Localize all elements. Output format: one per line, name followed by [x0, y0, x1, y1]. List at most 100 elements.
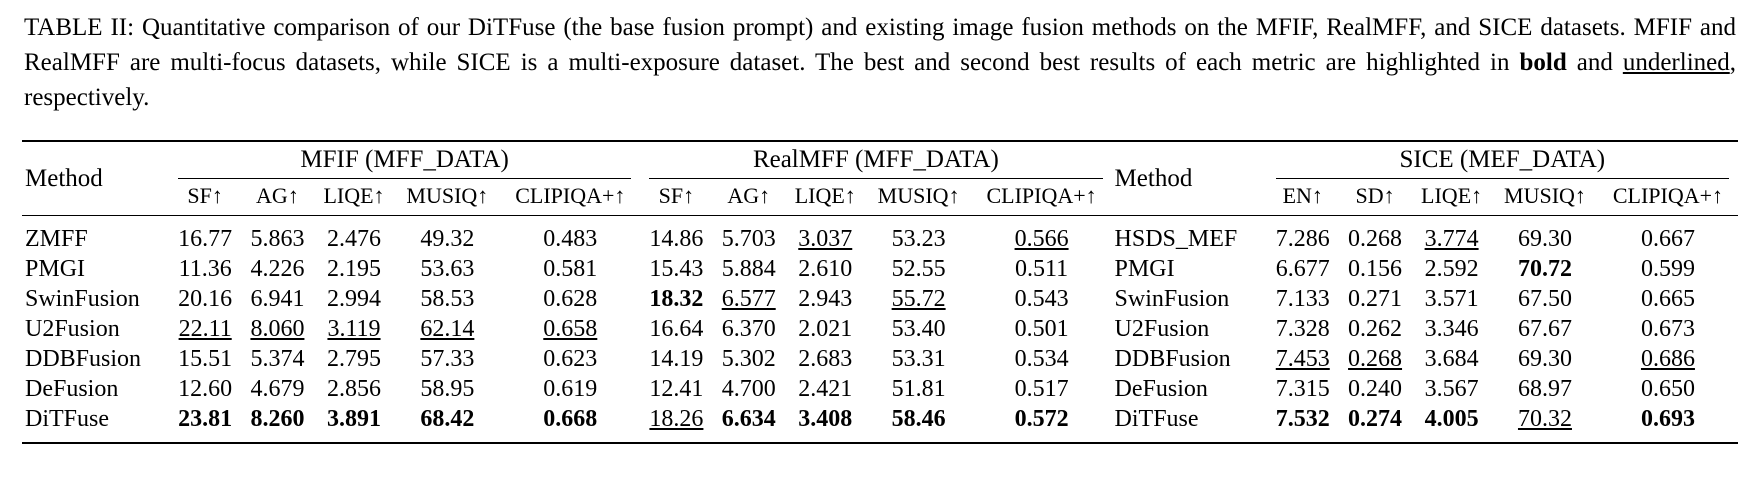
value-cell: 8.060	[241, 314, 313, 344]
method-name: PMGI	[1114, 256, 1175, 282]
value-cell: 58.46	[866, 404, 972, 443]
metric-value: 0.274	[1348, 406, 1403, 432]
column-header: AG↑	[256, 183, 299, 208]
results-table: Method MFIF (MFF_DATA) RealMFF (MFF_DATA) M…	[22, 140, 1738, 444]
value-cell: 2.476	[314, 216, 395, 255]
metric-value: 67.67	[1517, 316, 1572, 342]
value-cell: 4.679	[241, 374, 313, 404]
metric-value: 16.77	[178, 226, 233, 252]
metric-value: 7.315	[1275, 376, 1330, 402]
table-row: U2Fusion 22.11 8.060 3.119 62.14 0.658 16.64 6.…	[22, 314, 1738, 344]
value-cell: 23.81	[169, 404, 241, 443]
value-cell: 2.683	[785, 344, 866, 374]
metric-value: 53.31	[891, 346, 946, 372]
value-cell: 0.534	[972, 344, 1112, 374]
metric-value: 22.11	[178, 316, 232, 342]
metric-value: 0.658	[543, 316, 598, 342]
metric-value: 3.119	[327, 316, 381, 342]
value-cell: 6.677	[1267, 254, 1339, 284]
value-cell: 0.274	[1339, 404, 1411, 443]
metric-value: 0.693	[1640, 406, 1695, 432]
value-cell: 49.32	[394, 216, 500, 255]
metric-value: 3.567	[1424, 376, 1479, 402]
column-header: EN↑	[1282, 183, 1323, 208]
method-cell: DDBFusion	[1112, 344, 1267, 374]
value-cell: 3.684	[1411, 344, 1492, 374]
metric-value: 0.623	[543, 346, 598, 372]
metric-value: 70.72	[1517, 256, 1572, 282]
value-cell: 7.328	[1267, 314, 1339, 344]
value-cell: 0.501	[972, 314, 1112, 344]
value-cell: 2.943	[785, 284, 866, 314]
column-header: CLIPIQA+↑	[515, 183, 626, 208]
metric-value: 0.240	[1348, 376, 1403, 402]
value-cell: 6.634	[713, 404, 785, 443]
value-cell: 0.543	[972, 284, 1112, 314]
value-cell: 3.037	[785, 216, 866, 255]
method-name: DeFusion	[25, 376, 119, 402]
value-cell: 0.566	[972, 216, 1112, 255]
column-header: SD↑	[1355, 183, 1395, 208]
method-cell: HSDS_MEF	[1112, 216, 1267, 255]
metric-value: 53.40	[891, 316, 946, 342]
value-cell: 55.72	[866, 284, 972, 314]
metric-value: 0.673	[1640, 316, 1695, 342]
metric-value: 2.795	[326, 346, 381, 372]
method-name: DiTFuse	[1114, 406, 1199, 432]
metric-value: 2.994	[326, 286, 381, 312]
value-cell: 7.453	[1267, 344, 1339, 374]
value-cell: 0.268	[1339, 216, 1411, 255]
metric-value: 2.856	[326, 376, 381, 402]
method-header: Method	[1114, 164, 1193, 192]
metric-value: 58.53	[420, 286, 475, 312]
metric-value: 0.271	[1348, 286, 1403, 312]
value-cell: 7.133	[1267, 284, 1339, 314]
metric-value: 12.41	[649, 376, 704, 402]
value-cell: 53.40	[866, 314, 972, 344]
value-cell: 52.55	[866, 254, 972, 284]
metric-value: 2.195	[326, 256, 381, 282]
value-cell: 5.703	[713, 216, 785, 255]
group-header: SICE (MEF_DATA)	[1267, 141, 1738, 179]
value-cell: 0.665	[1598, 284, 1738, 314]
metric-value: 2.421	[798, 376, 853, 402]
value-cell: 0.262	[1339, 314, 1411, 344]
value-cell: 58.53	[394, 284, 500, 314]
value-cell: 0.581	[500, 254, 640, 284]
value-cell: 0.240	[1339, 374, 1411, 404]
value-cell: 0.271	[1339, 284, 1411, 314]
method-cell: SwinFusion	[1112, 284, 1267, 314]
metric-value: 14.86	[649, 226, 704, 252]
method-cell: U2Fusion	[1112, 314, 1267, 344]
column-header: MUSIQ↑	[877, 183, 960, 208]
metric-value: 6.941	[250, 286, 305, 312]
metric-value: 6.370	[721, 316, 776, 342]
metric-value: 15.43	[649, 256, 704, 282]
metric-value: 0.572	[1014, 406, 1069, 432]
table-row: SwinFusion 20.16 6.941 2.994 58.53 0.628 18.32…	[22, 284, 1738, 314]
value-cell: 0.268	[1339, 344, 1411, 374]
value-cell: 4.226	[241, 254, 313, 284]
value-cell: 0.667	[1598, 216, 1738, 255]
metric-value: 5.374	[250, 346, 305, 372]
method-name: PMGI	[25, 256, 86, 282]
metric-value: 16.64	[649, 316, 704, 342]
table-caption: TABLE II: Quantitative comparison of our…	[24, 10, 1736, 115]
metric-value: 3.891	[326, 406, 381, 432]
metric-value: 67.50	[1517, 286, 1572, 312]
method-header: Method	[25, 164, 103, 192]
column-header: MUSIQ↑	[1504, 183, 1586, 208]
table-row: DeFusion 12.60 4.679 2.856 58.95 0.619 12.41 4.…	[22, 374, 1738, 404]
value-cell: 18.26	[640, 404, 712, 443]
metric-value: 7.532	[1275, 406, 1330, 432]
value-cell: 69.30	[1492, 216, 1598, 255]
value-cell: 62.14	[394, 314, 500, 344]
table-row: DDBFusion 15.51 5.374 2.795 57.33 0.623 14.19 5…	[22, 344, 1738, 374]
method-name: HSDS_MEF	[1114, 226, 1238, 252]
metric-value: 8.260	[250, 406, 305, 432]
header-row: Method MFIF (MFF_DATA) RealMFF (MFF_DATA) M…	[22, 141, 1738, 192]
value-cell: 0.156	[1339, 254, 1411, 284]
metric-value: 0.268	[1348, 226, 1403, 252]
metric-value: 3.408	[798, 406, 853, 432]
